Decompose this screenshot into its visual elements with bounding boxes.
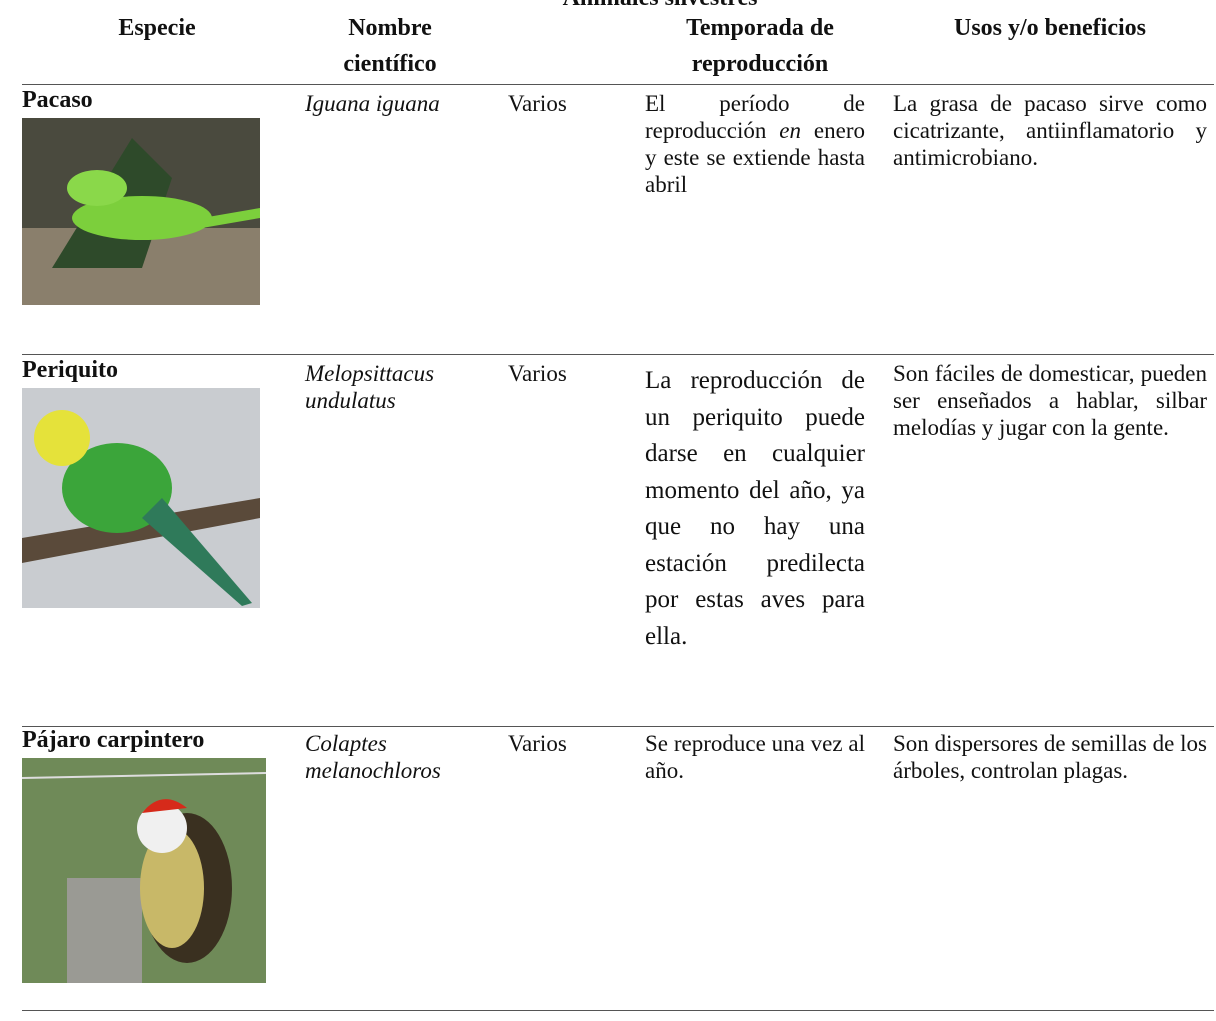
row-rule: [22, 1010, 1214, 1011]
species-name: Pájaro carpintero: [22, 727, 205, 753]
scientific-name: Colaptes melanochloros: [305, 731, 441, 783]
iguana-image: [22, 118, 260, 305]
row-rule: [22, 84, 1214, 85]
header-cell: Usos y/o beneficios: [954, 15, 1146, 41]
scientific-name: Melopsittacus undulatus: [305, 361, 435, 413]
species-name: Pacaso: [22, 87, 93, 113]
season-text: Se reproduce una vez al año.: [645, 730, 865, 784]
season-part: El período de reproducción: [645, 91, 865, 143]
header-cell: Temporada de reproducción: [686, 15, 834, 77]
row-rule: [22, 354, 1214, 355]
uses-text: Son dispersores de semillas de los árbol…: [893, 731, 1207, 783]
header-cell: Especie: [118, 15, 196, 41]
row-rule: [22, 726, 1214, 727]
scientific-name: Iguana iguana: [305, 91, 440, 116]
note: Varios: [508, 91, 567, 116]
season-part: La reproducción de un periquito puede da…: [645, 367, 865, 650]
header-cell: Nombre científico: [343, 15, 437, 77]
season-text: El período de reproducción en enero y es…: [645, 90, 865, 198]
table-title: Animales silvestres: [400, 0, 920, 16]
uses-text: Son fáciles de domesticar, pueden ser en…: [893, 361, 1207, 440]
season-part: en: [779, 118, 801, 143]
season-part: enero y este se extiende hasta abril: [645, 118, 865, 197]
woodpecker-image: [22, 758, 266, 983]
species-name: Periquito: [22, 357, 118, 383]
uses-text: La grasa de pacaso sirve como cicatrizan…: [893, 91, 1207, 170]
season-part: Se reproduce una vez al año.: [645, 731, 865, 783]
note: Varios: [508, 731, 567, 756]
note: Varios: [508, 361, 567, 386]
parakeet-image: [22, 388, 260, 608]
season-text: La reproducción de un periquito puede da…: [645, 363, 865, 655]
